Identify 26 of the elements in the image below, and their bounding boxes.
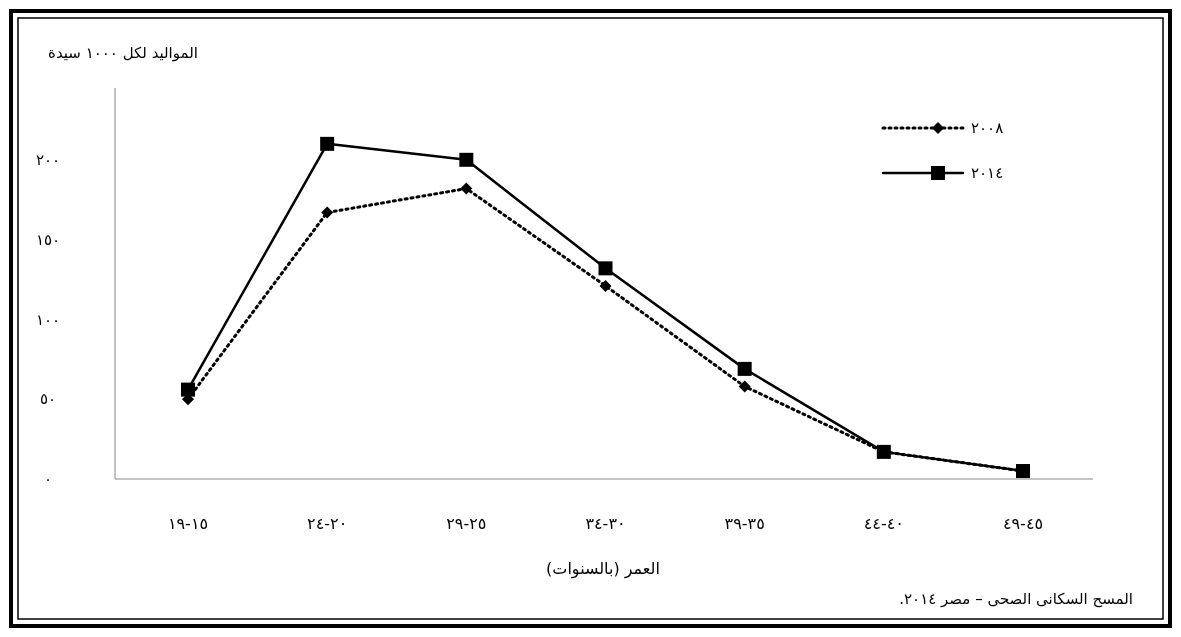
y-tick-label: ٠ (43, 470, 53, 489)
point (320, 136, 335, 151)
point (460, 182, 473, 195)
x-tick-label: ٢٠-٢٤ (307, 514, 348, 533)
point (738, 380, 751, 393)
legend-label: ٢٠١٤ (971, 164, 1004, 183)
x-tick-label: ٢٥-٢٩ (446, 514, 487, 533)
x-axis-title: العمر (بالسنوات) (546, 559, 660, 579)
y-axis-title: المواليد لكل ١٠٠٠ سيدة (48, 44, 198, 62)
y-tick-label: ١٠٠ (35, 310, 61, 329)
text: المسح السكانى الصحى – مصر ٢٠١٤. (899, 590, 1133, 608)
y-tick-label: ٢٠٠ (35, 151, 61, 170)
x-tick-label: ٣٠-٣٤ (585, 514, 626, 533)
point (459, 152, 474, 167)
point (598, 261, 613, 276)
legend-label: ٢٠٠٨ (971, 119, 1004, 138)
point (737, 361, 752, 376)
point (321, 206, 334, 219)
x-tick-label: ١٥-١٩ (167, 514, 209, 533)
point (599, 279, 612, 292)
x-tick-label: ٤٥-٤٩ (1002, 514, 1044, 533)
point (181, 382, 195, 397)
y-tick-label: ٥٠ (39, 390, 57, 409)
y-tick-label: ١٥٠ (35, 230, 61, 249)
x-tick-label: ٣٥-٣٩ (724, 514, 765, 533)
x-tick-label: ٤٠-٤٤ (863, 514, 904, 533)
